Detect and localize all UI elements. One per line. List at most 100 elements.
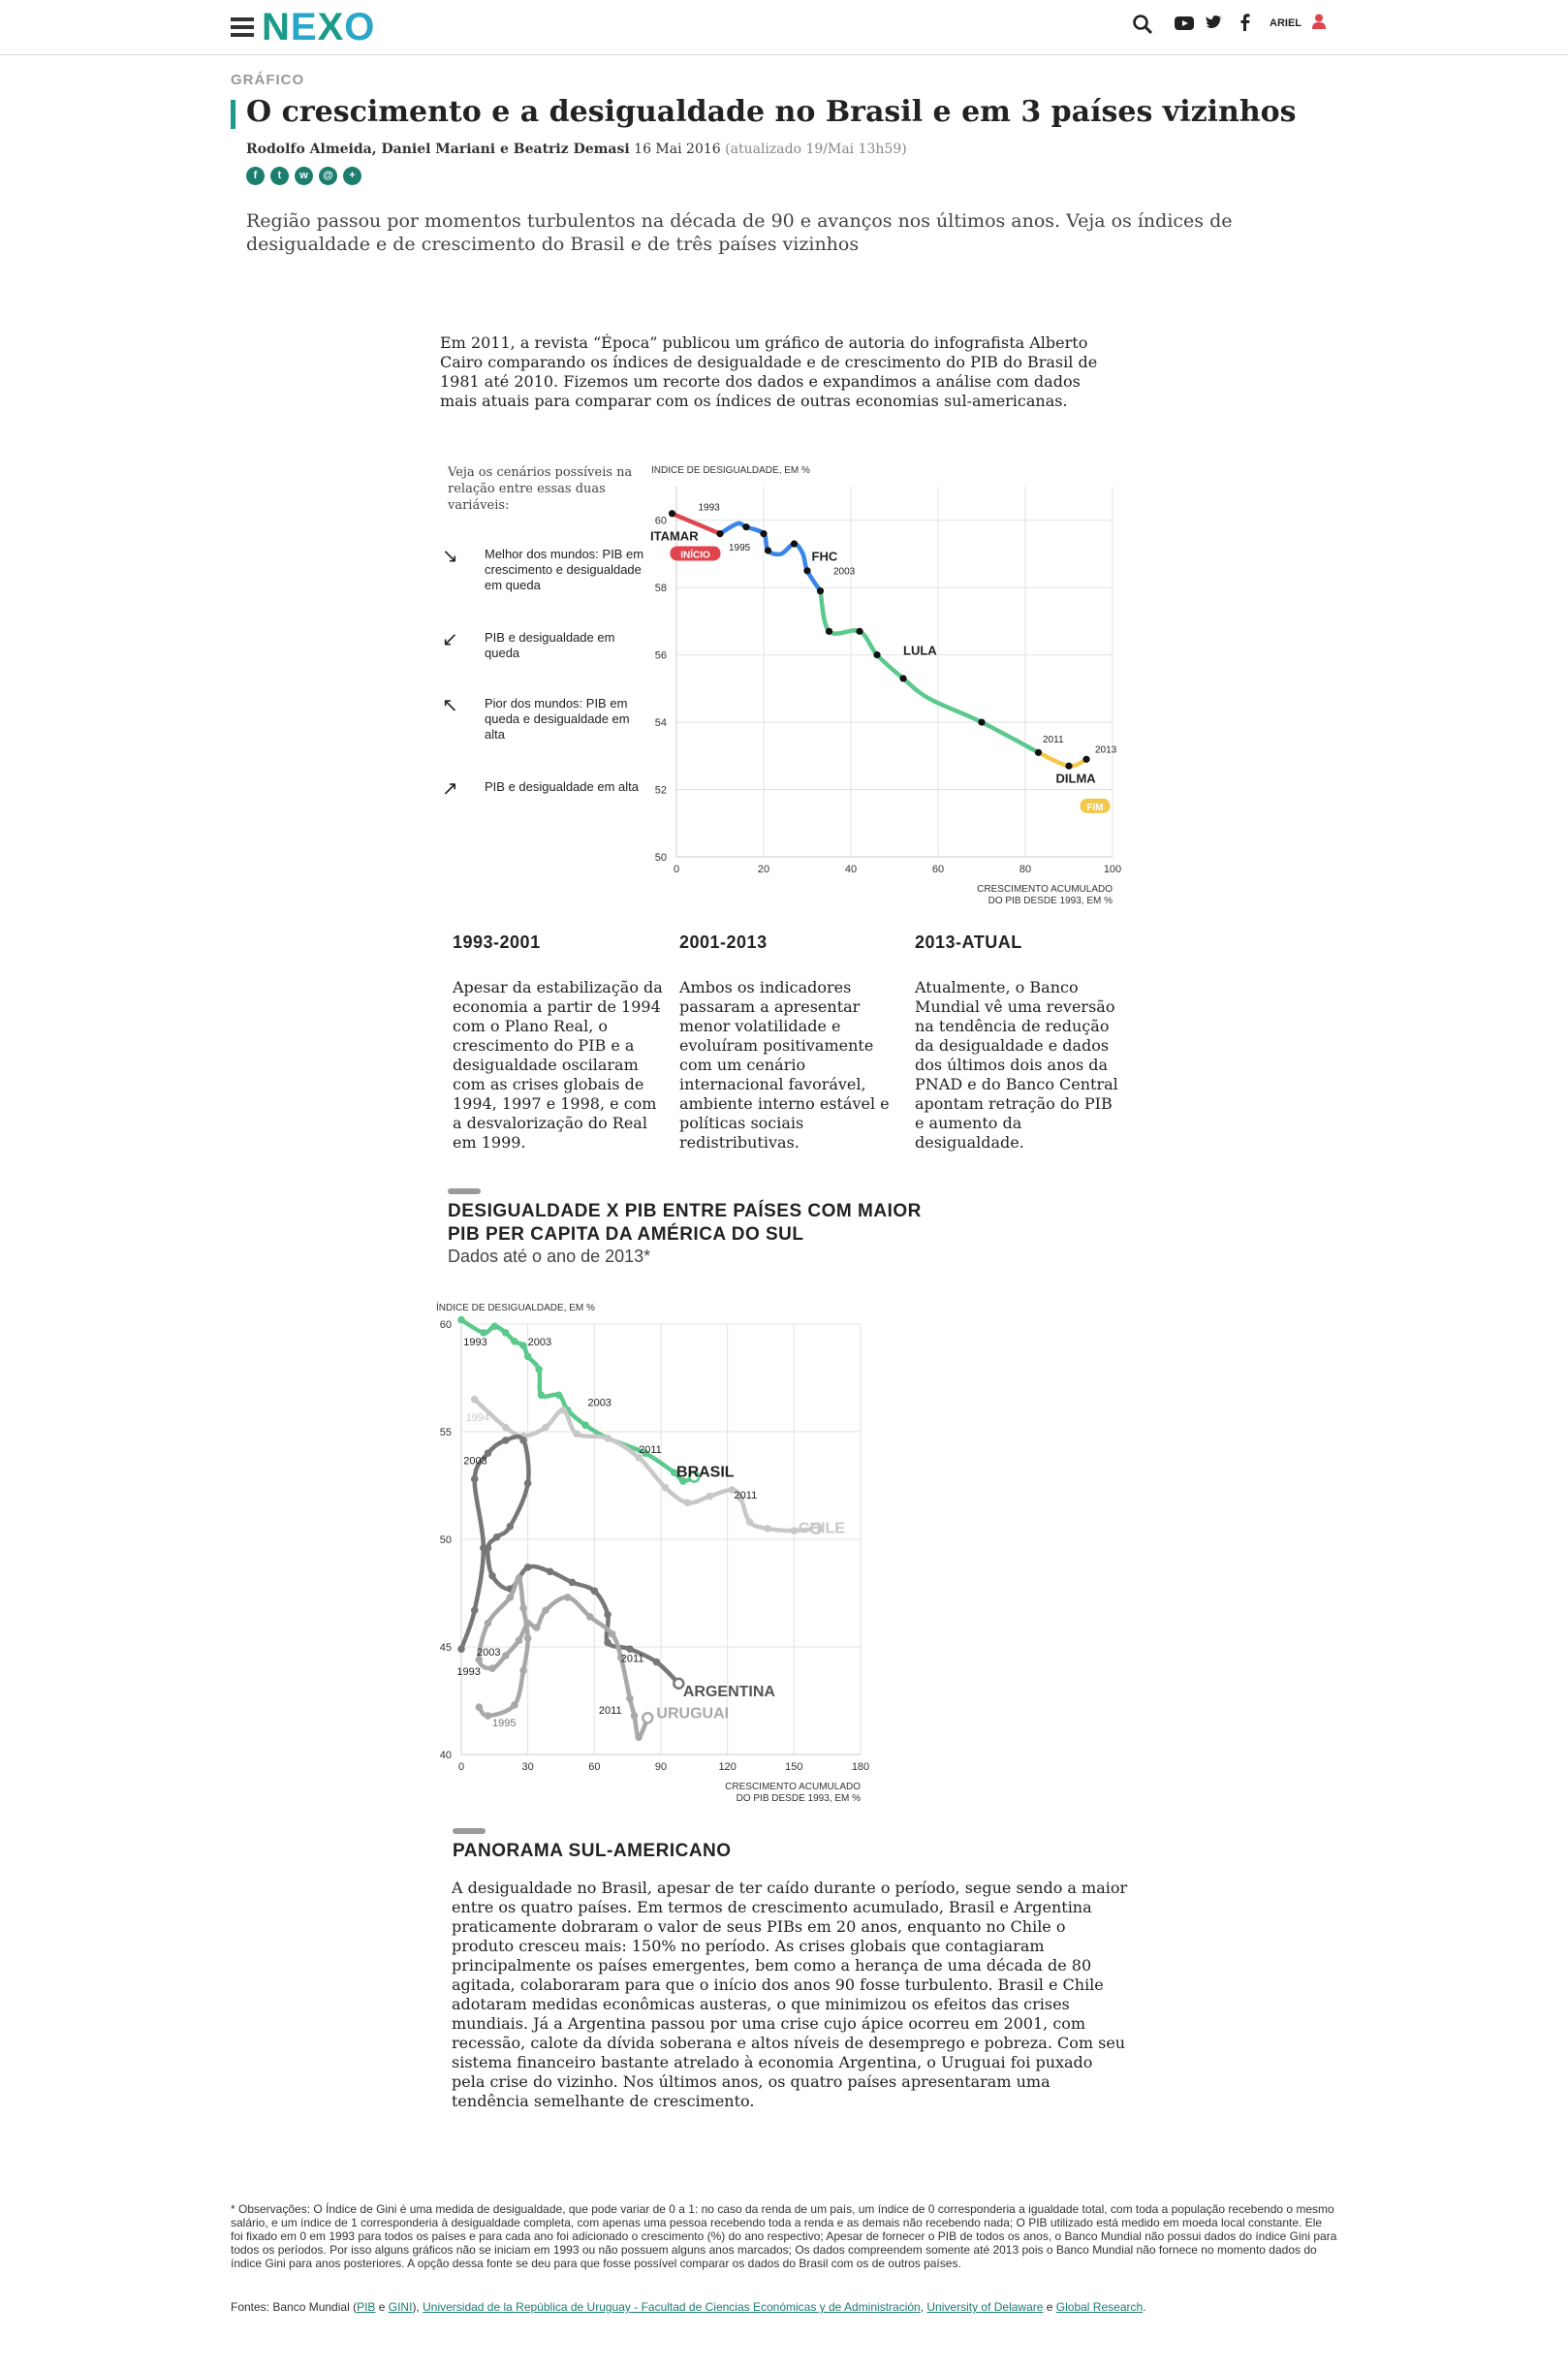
divider <box>453 1828 486 1834</box>
data-point <box>537 1391 546 1400</box>
menu-icon[interactable] <box>231 17 254 37</box>
series-label: URUGUAI <box>656 1705 729 1722</box>
data-point <box>590 1587 599 1596</box>
page-title: O crescimento e a desigualdade no Brasil… <box>246 95 1297 129</box>
x-tick-label: 60 <box>588 1761 600 1773</box>
data-point <box>523 1619 532 1627</box>
arrow-down-left-icon: ↙ <box>442 629 458 650</box>
period-text: Apesar da estabilização da economia a pa… <box>453 978 663 1152</box>
data-point <box>661 1483 670 1492</box>
year-label: 2003 <box>463 1455 486 1467</box>
data-point <box>635 1733 643 1742</box>
twitter-icon[interactable] <box>1206 16 1223 31</box>
category-label[interactable]: GRÁFICO <box>231 72 305 88</box>
data-point <box>816 587 825 595</box>
data-point <box>488 1571 496 1580</box>
year-label: 2003 <box>587 1397 611 1408</box>
data-point <box>533 1624 541 1631</box>
year-label: 2011 <box>735 1490 758 1501</box>
x-tick-label: 60 <box>932 864 944 875</box>
data-point <box>790 540 799 548</box>
x-tick-label: 180 <box>852 1761 869 1773</box>
y-axis-label: ÍNDICE DE DESIGUALDADE, EM % <box>436 1301 595 1313</box>
data-point <box>546 1567 554 1576</box>
y-tick-label: 56 <box>655 650 667 662</box>
facebook-icon[interactable] <box>1240 14 1250 31</box>
data-point <box>475 1703 484 1711</box>
data-point <box>515 1636 523 1645</box>
data-point <box>679 1477 687 1485</box>
x-tick-label: 80 <box>1019 864 1031 875</box>
updated-date: (atualizado 19/Mai 13h59) <box>725 142 907 157</box>
brazil-chart: 0 20 40 60 80 100 50 52 54 56 58 60 ÍNDICE DE DESIGU… <box>650 465 1121 906</box>
year-label: 1993 <box>456 1666 480 1678</box>
series-label: CHILE <box>799 1520 845 1536</box>
y-tick-label: 45 <box>440 1642 452 1654</box>
youtube-icon[interactable] <box>1175 16 1194 31</box>
y-tick-label: 50 <box>440 1534 452 1546</box>
data-point <box>608 1629 616 1638</box>
data-point <box>542 1423 549 1432</box>
series-label: FHC <box>812 549 838 563</box>
data-point <box>490 1322 499 1331</box>
data-point <box>604 1638 612 1647</box>
source-link-uruguay[interactable]: Universidad de la República de Uruguay -… <box>423 2300 921 2314</box>
arrow-down-right-icon: ↘ <box>442 546 458 567</box>
data-point <box>484 1544 492 1552</box>
user-icon[interactable] <box>1312 14 1326 29</box>
tag-background <box>1080 798 1111 813</box>
title-accent <box>231 100 235 129</box>
tag-background <box>670 546 721 561</box>
x-tick-label: 30 <box>522 1761 534 1773</box>
data-point <box>519 1604 527 1612</box>
x-tick-label: 0 <box>458 1761 464 1773</box>
sources-prefix: Fontes: Banco Mundial ( <box>231 2300 358 2314</box>
x-axis-label: CRESCIMENTO ACUMULADO <box>725 1782 861 1792</box>
period-title: 2013-ATUAL <box>915 932 1022 952</box>
source-link-delaware[interactable]: University of Delaware <box>926 2300 1044 2314</box>
share-email-icon[interactable]: @ <box>319 167 337 185</box>
series-end-point <box>673 1677 685 1690</box>
y-tick-label: 40 <box>440 1750 452 1761</box>
series-end-point <box>688 1470 701 1483</box>
series-line <box>818 588 1041 755</box>
share-twitter-icon[interactable]: t <box>270 167 289 185</box>
data-point <box>1082 755 1090 763</box>
share-whatsapp-icon[interactable]: w <box>295 167 313 185</box>
source-link-global-research[interactable]: Global Research <box>1055 2300 1144 2314</box>
data-point <box>573 1430 580 1438</box>
source-link-gini[interactable]: GINI <box>388 2300 413 2314</box>
source-link-pib[interactable]: PIB <box>357 2300 376 2314</box>
year-label: 2003 <box>477 1647 500 1659</box>
data-point <box>670 1469 678 1476</box>
data-point <box>803 567 811 575</box>
x-tick-label: 90 <box>655 1761 667 1773</box>
data-point <box>554 1391 563 1400</box>
data-point <box>604 1434 612 1442</box>
data-point <box>501 1423 510 1432</box>
user-name[interactable]: ARIEL <box>1270 17 1301 29</box>
data-point <box>501 1437 510 1444</box>
logo[interactable]: NEXO <box>262 6 375 49</box>
share-facebook-icon[interactable]: f <box>246 167 265 185</box>
share-more-icon[interactable]: + <box>343 167 361 185</box>
data-point <box>728 1486 737 1494</box>
data-point <box>706 1492 714 1501</box>
x-tick-label: 100 <box>1104 864 1121 875</box>
x-tick-label: 40 <box>845 864 857 875</box>
period-column: 2001-2013 Ambos os indicadores passaram … <box>679 932 893 1153</box>
data-point <box>523 1634 532 1642</box>
data-point <box>501 1652 510 1659</box>
data-point <box>564 1594 572 1601</box>
period-column: 1993-2001 Apesar da estabilização da eco… <box>453 932 666 1153</box>
sources-end: . <box>1143 2300 1146 2314</box>
data-point <box>523 1352 532 1361</box>
data-point <box>1034 748 1043 756</box>
data-point <box>470 1475 479 1483</box>
x-axis-label: CRESCIMENTO ACUMULADO <box>977 884 1113 895</box>
year-label: 1995 <box>492 1718 516 1729</box>
legend-item-text: Pior dos mundos: PIB em queda e desigual… <box>485 696 630 742</box>
data-point <box>457 1315 465 1324</box>
search-icon[interactable] <box>1132 14 1153 35</box>
logo-letter: X <box>317 6 345 48</box>
